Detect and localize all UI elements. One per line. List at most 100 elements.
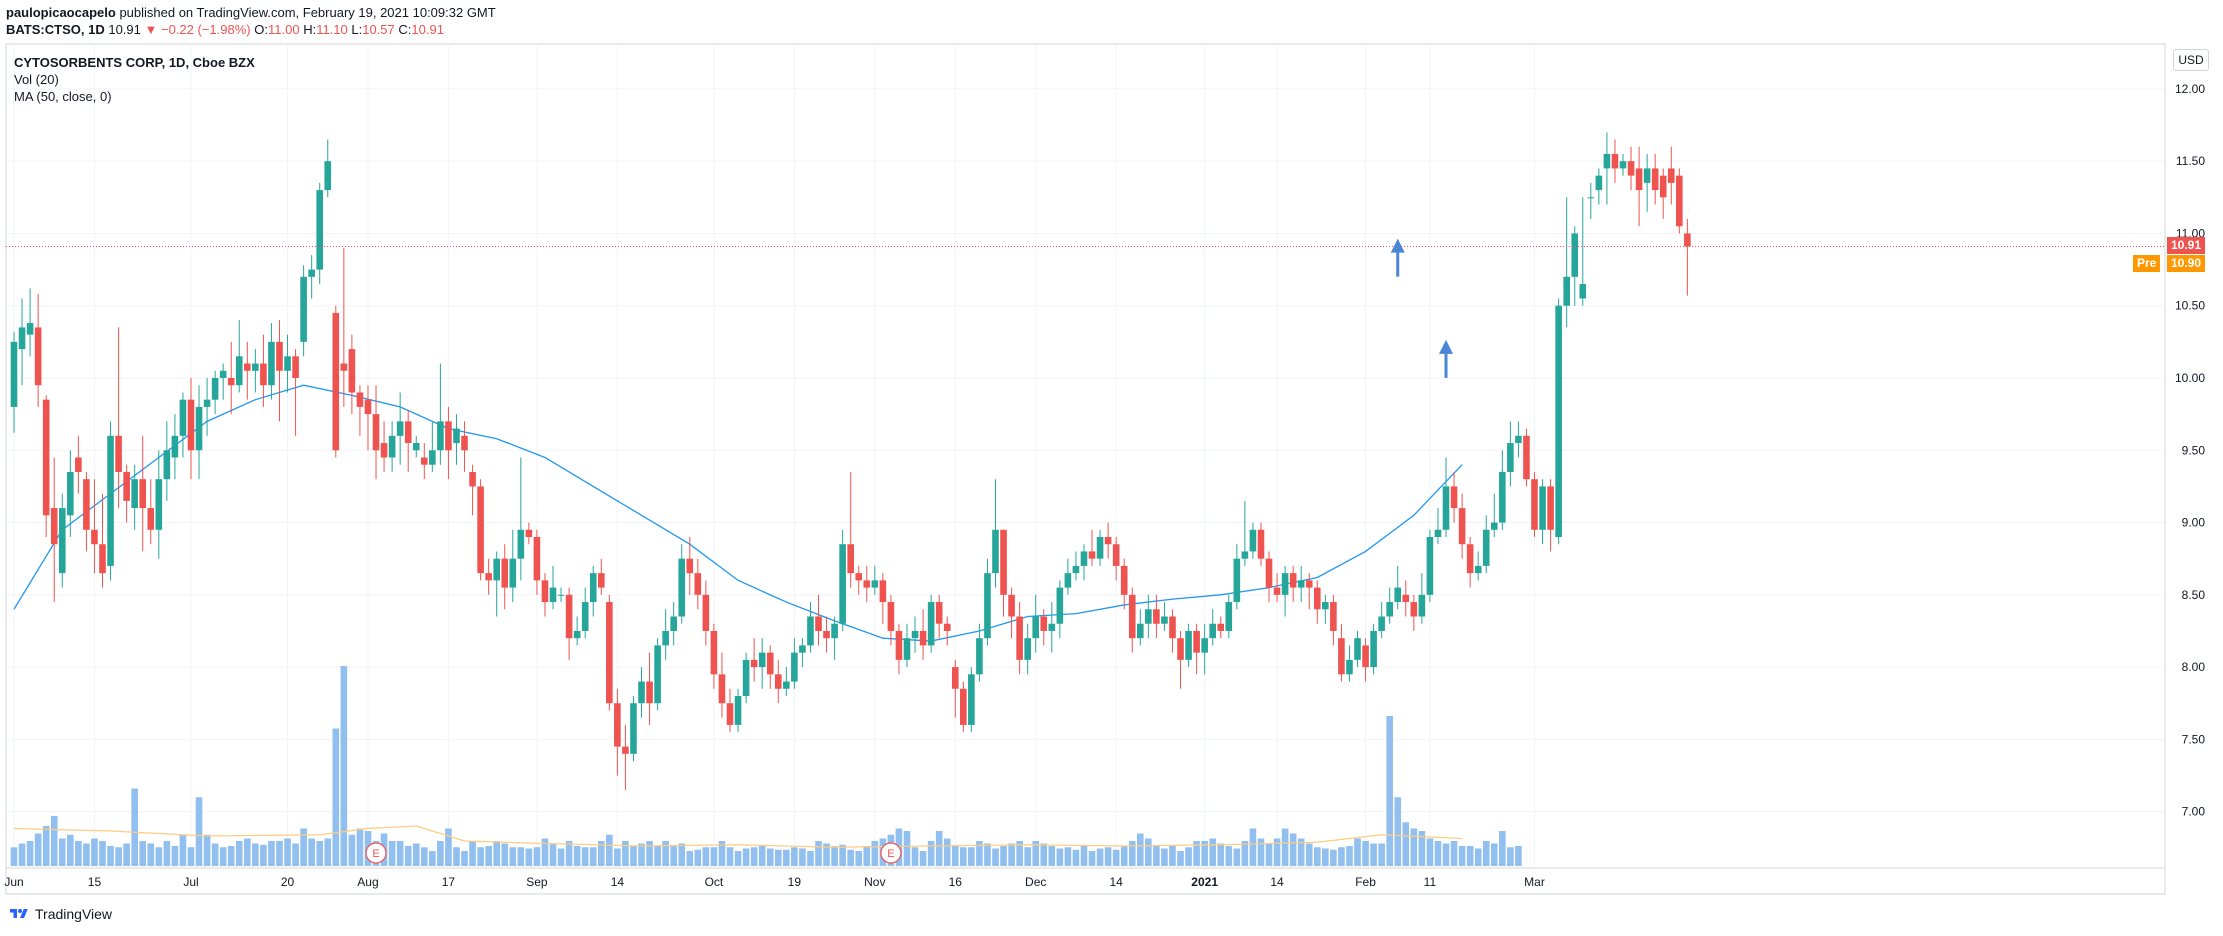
candle-body <box>1362 645 1369 668</box>
candle-body <box>702 594 710 631</box>
candle-body <box>412 443 420 451</box>
legend-volume[interactable]: Vol (20) <box>14 72 59 87</box>
candle <box>911 616 919 653</box>
volume-bar <box>1209 838 1217 866</box>
candle-body <box>879 580 887 603</box>
candle-body <box>493 558 500 581</box>
volume-bar <box>509 847 517 866</box>
volume-bar <box>654 846 661 866</box>
candle <box>1265 551 1273 603</box>
volume-bar <box>1450 841 1458 866</box>
candle-body <box>1040 616 1048 631</box>
price-axis-labels[interactable]: 12.00 11.50 11.00 10.50 10.00 9.50 9.00 8.50 8.0… <box>2175 82 2205 819</box>
volume-bar <box>396 841 404 866</box>
candle <box>525 522 533 545</box>
publisher-name[interactable]: paulopicaocapelo <box>6 5 116 20</box>
candle-body <box>340 363 348 371</box>
candle <box>1619 153 1627 176</box>
candle-body <box>1354 638 1361 660</box>
volume-bar <box>823 843 830 866</box>
candle <box>742 652 750 704</box>
candle <box>1153 594 1160 639</box>
candle <box>1378 602 1385 639</box>
volume-bar <box>469 841 476 866</box>
candle-body <box>429 450 436 465</box>
price-change: ▼ −0.22 (−1.98%) <box>144 22 251 37</box>
candle <box>284 334 291 393</box>
volume-bar <box>1185 847 1192 866</box>
candle <box>1112 537 1120 581</box>
volume-bar <box>943 838 951 866</box>
price-tick-label: 7.50 <box>2182 732 2206 746</box>
candle-body <box>372 414 380 451</box>
volume-bar <box>139 841 147 866</box>
volume-bar <box>1080 846 1088 866</box>
volume-bar <box>187 847 195 866</box>
volume-bar <box>726 847 734 866</box>
candle-body <box>42 399 50 516</box>
volume-bar <box>662 841 669 866</box>
candle <box>1281 565 1289 617</box>
candle-body <box>26 323 34 335</box>
candle-body <box>758 652 766 668</box>
candle <box>123 464 130 523</box>
candle-body <box>1587 197 1595 199</box>
candle <box>622 724 629 790</box>
candle <box>67 450 74 537</box>
volume-bar <box>1362 841 1369 866</box>
volume-bar <box>26 841 34 866</box>
candle-body <box>919 630 927 646</box>
candle <box>115 327 122 509</box>
candle <box>1000 529 1007 617</box>
candle-body <box>1145 609 1152 624</box>
candle <box>815 594 822 646</box>
volume-bar <box>235 841 243 866</box>
volume-bar <box>420 847 428 866</box>
volume-bar <box>1104 847 1112 866</box>
candle-body <box>227 378 235 386</box>
candle <box>823 616 830 653</box>
candle <box>1579 197 1587 306</box>
volume-bar <box>927 841 935 866</box>
candle-body <box>18 327 26 350</box>
candle-body <box>1209 623 1217 639</box>
candle <box>766 645 774 689</box>
time-axis-labels[interactable]: Jun 15 Jul 20 Aug 17 Sep 14 Oct 19 Nov 16 Dec 14 2021 1… <box>4 875 1545 889</box>
volume-bar <box>597 841 605 866</box>
candle <box>1394 565 1402 610</box>
candle <box>1032 594 1040 653</box>
footer[interactable]: TradingView <box>8 906 112 922</box>
candle <box>404 409 412 472</box>
candle <box>1257 522 1265 566</box>
candle <box>951 659 959 718</box>
high-value: 11.10 <box>316 22 348 37</box>
currency-badge[interactable]: USD <box>2173 49 2209 71</box>
candle-body <box>1458 508 1466 545</box>
volume-bar <box>284 838 291 866</box>
volume-bar <box>18 843 26 866</box>
price-tick-label: 9.00 <box>2182 516 2206 530</box>
candle-body <box>1474 565 1482 574</box>
volume-bar <box>774 849 782 866</box>
legend-ma[interactable]: MA (50, close, 0) <box>14 89 112 104</box>
volume-bar <box>533 847 541 866</box>
volume-bar <box>147 843 155 866</box>
volume-bar <box>1153 846 1160 866</box>
high-label: H: <box>303 22 317 37</box>
legend-title[interactable]: CYTOSORBENTS CORP, 1D, Cboe BZX <box>14 55 255 70</box>
candle-body <box>107 435 114 566</box>
candle <box>774 659 782 704</box>
volume-bar <box>1330 849 1337 866</box>
candle-body <box>1370 630 1377 668</box>
candle <box>1161 602 1168 631</box>
candle-body <box>662 630 669 646</box>
candle <box>445 406 452 480</box>
volume-bar <box>171 846 179 866</box>
candle <box>469 464 476 516</box>
candle <box>332 305 340 458</box>
candle <box>276 320 283 422</box>
candle <box>557 587 565 603</box>
close-label: C: <box>398 22 412 37</box>
